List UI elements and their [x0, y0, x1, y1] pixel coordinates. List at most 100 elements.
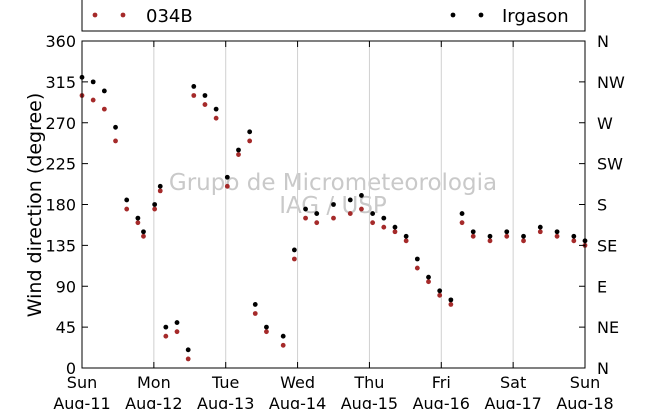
point-irgason [521, 233, 526, 239]
legend-label-034b: 034B [146, 6, 193, 27]
point-irgason [437, 288, 443, 294]
y-axis-ticks: 0 45 90 135 180 225 270 315 360 [45, 32, 585, 378]
legend-marker-irgason [450, 12, 456, 18]
point-034b [370, 220, 376, 226]
legend-marker-034b [120, 12, 126, 18]
point-034b [247, 138, 253, 144]
point-irgason [403, 233, 409, 239]
point-irgason [448, 297, 454, 303]
point-034b [157, 188, 163, 194]
point-034b [213, 115, 219, 121]
y-tick-label: 270 [45, 114, 76, 133]
point-irgason [414, 256, 420, 262]
point-irgason [141, 229, 146, 235]
point-034b [414, 265, 420, 271]
point-irgason [252, 302, 258, 307]
point-034b [291, 256, 297, 262]
point-034b [487, 238, 493, 244]
point-034b [174, 329, 180, 335]
point-irgason [554, 229, 560, 235]
point-irgason [303, 206, 308, 212]
point-irgason [264, 324, 269, 330]
point-irgason [359, 193, 364, 198]
point-034b [392, 229, 398, 235]
x-tick-day: Sun [67, 373, 97, 392]
y-tick-label: 180 [45, 196, 76, 215]
point-irgason [247, 129, 253, 135]
x-tick-date: Aug-11 [53, 394, 110, 409]
point-034b [347, 211, 353, 216]
y-axis-label: Wind direction (degree) [24, 93, 46, 318]
point-irgason [331, 202, 336, 207]
scatter-points [79, 74, 588, 362]
point-034b [381, 224, 387, 230]
legend-label-irgason: Irgason [502, 6, 569, 27]
point-irgason [224, 174, 230, 180]
point-034b [191, 93, 197, 98]
point-irgason [537, 224, 543, 230]
point-034b [470, 233, 476, 239]
point-034b [314, 220, 320, 226]
point-034b [303, 215, 308, 221]
y-tick-label: 225 [45, 155, 76, 174]
point-034b [141, 233, 146, 239]
x-tick-day: Thu [353, 373, 384, 392]
point-irgason [124, 197, 130, 203]
legend-marker-034b [92, 12, 98, 18]
point-034b [185, 356, 191, 362]
point-034b [403, 238, 409, 244]
compass-axis-ticks: N NE E SE S SW W NW N [597, 32, 625, 378]
point-irgason [157, 183, 163, 189]
point-034b [252, 311, 258, 316]
point-034b [236, 152, 241, 157]
point-irgason [487, 233, 493, 239]
compass-tick-label: N [597, 359, 609, 378]
point-irgason [213, 106, 219, 112]
point-034b [152, 206, 158, 212]
point-034b [113, 138, 118, 144]
point-034b [426, 279, 431, 285]
point-034b [280, 342, 286, 348]
x-tick-date: Aug-12 [125, 394, 182, 409]
point-034b [448, 302, 454, 307]
point-irgason [101, 88, 107, 94]
point-irgason [90, 79, 96, 85]
y-tick-label: 360 [45, 32, 76, 51]
point-irgason [291, 247, 297, 253]
point-034b [224, 183, 230, 189]
compass-tick-label: W [597, 114, 613, 133]
legend: 034B Irgason [92, 6, 569, 27]
point-034b [163, 333, 169, 339]
compass-tick-label: NE [597, 318, 619, 337]
x-tick-day: Fri [432, 373, 451, 392]
point-irgason [202, 93, 208, 98]
point-irgason [185, 347, 191, 353]
point-034b [571, 238, 577, 244]
point-034b [90, 97, 96, 103]
point-irgason [470, 229, 476, 235]
y-tick-label: 135 [45, 236, 76, 255]
y-tick-label: 45 [56, 318, 76, 337]
point-034b [437, 292, 443, 298]
x-tick-date: Aug-15 [341, 394, 398, 409]
point-irgason [314, 211, 320, 216]
compass-tick-label: S [597, 196, 607, 215]
x-tick-day: Wed [280, 373, 315, 392]
x-tick-day: Sun [570, 373, 600, 392]
point-irgason [163, 324, 169, 330]
point-034b [135, 220, 141, 226]
point-irgason [135, 215, 141, 221]
watermark-line-1: Grupo de Micrometeorologia [169, 170, 497, 196]
point-034b [101, 106, 107, 112]
y-tick-label: 0 [66, 359, 76, 378]
point-irgason [381, 215, 387, 221]
point-034b [264, 329, 269, 335]
point-034b [331, 215, 336, 221]
point-irgason [504, 229, 510, 235]
x-tick-date: Aug-13 [197, 394, 254, 409]
x-tick-day: Mon [137, 373, 171, 392]
legend-box [81, 0, 586, 32]
x-tick-date: Aug-17 [484, 394, 541, 409]
point-irgason [347, 197, 353, 203]
